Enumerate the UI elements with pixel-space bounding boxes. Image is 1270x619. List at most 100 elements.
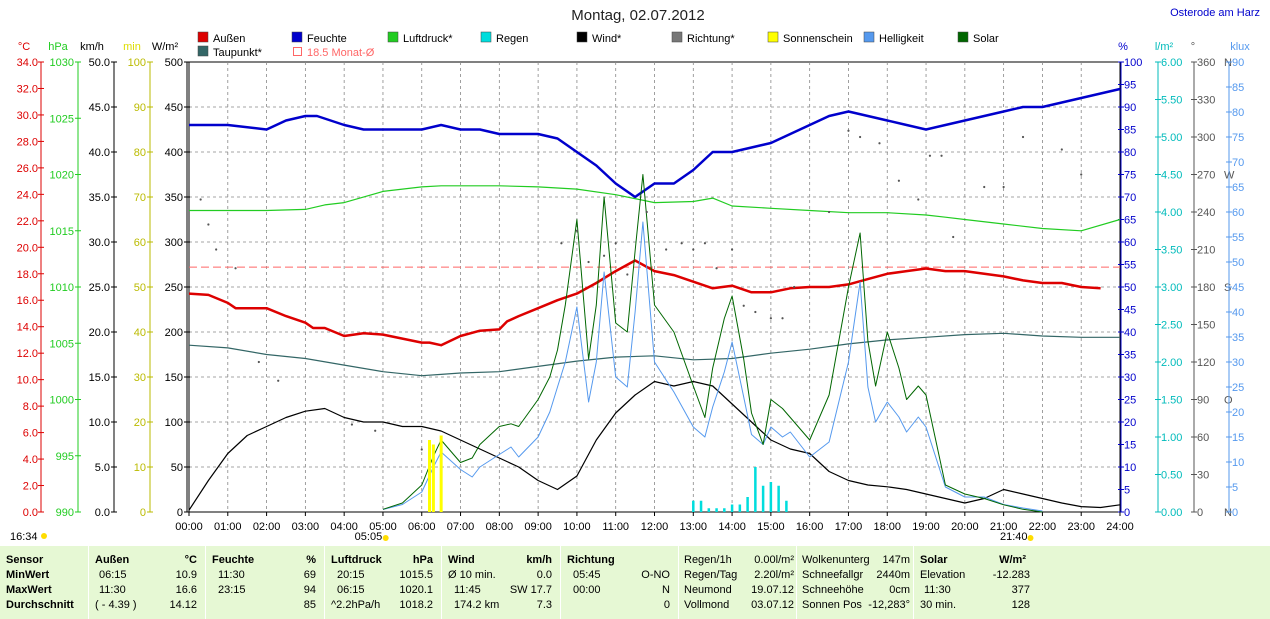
dot-richtung-39 bbox=[1060, 148, 1063, 151]
feuchte-max-time: 23:15 bbox=[218, 584, 246, 596]
stats-col-wolken: Wolkenunterg 147m Schneefallgr 2440m Schne… bbox=[797, 546, 913, 619]
stats-unit-luftdruck: hPa bbox=[412, 554, 433, 566]
stats-header-luftdruck: Luftdruck bbox=[331, 554, 382, 566]
humidity-tick-label-8: 40 bbox=[1124, 327, 1136, 339]
stats-unit-aussen: °C bbox=[184, 554, 197, 566]
aussen-min-val: 10.9 bbox=[175, 569, 197, 581]
aussen-max-time: 11:30 bbox=[99, 584, 126, 596]
stats-table: Sensor MinWert MaxWert Durchschnitt Auße… bbox=[0, 546, 1270, 619]
solar-tick-label-4: 200 bbox=[165, 327, 183, 339]
solar-tick-label-1: 50 bbox=[171, 462, 183, 474]
legend-label-6: Sonnenschein bbox=[783, 33, 853, 45]
unit-label-rain: l/m² bbox=[1155, 41, 1174, 53]
humidity-tick-label-6: 30 bbox=[1124, 372, 1136, 384]
lux-tick-label-2: 10 bbox=[1232, 457, 1244, 469]
legend-label-7: Helligkeit bbox=[879, 33, 924, 45]
legend-swatch-2 bbox=[387, 31, 399, 43]
temp-tick-label-4: 8.0 bbox=[23, 401, 38, 413]
direction-compass-label-6: S bbox=[1224, 282, 1231, 294]
x-tick-label-10: 10:00 bbox=[563, 521, 591, 533]
x-tick-label-8: 08:00 bbox=[486, 521, 514, 533]
wind-tick-label-10: 50.0 bbox=[89, 57, 110, 69]
humidity-tick-label-20: 100 bbox=[1124, 57, 1142, 69]
humidity-tick-label-16: 80 bbox=[1124, 147, 1136, 159]
unit-label-pressure: hPa bbox=[48, 41, 68, 53]
x-tick-label-17: 17:00 bbox=[835, 521, 863, 533]
x-tick-label-18: 18:00 bbox=[873, 521, 901, 533]
stats-header-feuchte: Feuchte bbox=[212, 554, 255, 566]
schneehoehe-label: Schneehöhe bbox=[802, 584, 864, 596]
humidity-tick-label-10: 50 bbox=[1124, 282, 1136, 294]
wind-max-val: SW 17.7 bbox=[509, 584, 552, 596]
dot-richtung-12 bbox=[602, 254, 606, 257]
wind-avg10-label: Ø 10 min. bbox=[448, 569, 496, 581]
pressure-tick-label-0: 990 bbox=[56, 507, 74, 519]
unit-label-direction: ° bbox=[1191, 41, 1195, 53]
sunmin-tick-label-9: 90 bbox=[134, 102, 146, 114]
series-line-1 bbox=[189, 87, 1121, 199]
row-label-min: MinWert bbox=[6, 569, 50, 581]
legend-swatch-6 bbox=[767, 31, 779, 43]
wind-tick-label-2: 10.0 bbox=[89, 417, 110, 429]
stats-header-wind: Wind bbox=[448, 554, 475, 566]
sunmin-tick-label-6: 60 bbox=[134, 237, 146, 249]
lux-tick-label-9: 45 bbox=[1232, 282, 1244, 294]
sunrise-icon bbox=[382, 535, 389, 541]
unit-label-lux: klux bbox=[1230, 41, 1250, 53]
humidity-tick-label-9: 45 bbox=[1124, 305, 1136, 317]
x-tick-label-20: 20:00 bbox=[951, 521, 979, 533]
bar-regen-3 bbox=[715, 508, 718, 512]
direction-tick-label-2: 60 bbox=[1197, 432, 1209, 444]
legend-label-5: Richtung* bbox=[687, 33, 735, 45]
legend-swatch-0 bbox=[197, 31, 209, 43]
stats-col-regen: Regen/1h 0.00l/m² Regen/Tag 2.20l/m² Neumo… bbox=[679, 546, 796, 619]
humidity-tick-label-19: 95 bbox=[1124, 80, 1136, 92]
stats-col-aussen: Außen °C 06:15 10.9 11:30 16.6 ( - 4.39 ) 14… bbox=[89, 546, 205, 619]
rain-tick-label-11: 5.50 bbox=[1161, 95, 1182, 107]
dot-richtung-40 bbox=[1080, 173, 1083, 176]
legend-swatch-7 bbox=[863, 31, 875, 43]
lux-tick-label-1: 5 bbox=[1232, 482, 1238, 494]
bar-sonnenschein-2 bbox=[439, 435, 443, 512]
x-tick-label-12: 12:00 bbox=[641, 521, 669, 533]
chart-title: Montag, 02.07.2012 bbox=[571, 7, 704, 24]
dot-richtung-21 bbox=[730, 248, 734, 251]
dot-richtung-5 bbox=[277, 379, 280, 382]
sunmin-tick-label-1: 10 bbox=[134, 462, 146, 474]
direction-tick-label-5: 150 bbox=[1197, 320, 1215, 332]
sunmin-tick-label-8: 80 bbox=[134, 147, 146, 159]
legend-label-1: Feuchte bbox=[307, 33, 347, 45]
lux-tick-label-18: 90 bbox=[1232, 57, 1244, 69]
humidity-tick-label-7: 35 bbox=[1124, 350, 1136, 362]
temp-tick-label-8: 16.0 bbox=[17, 295, 38, 307]
bar-regen-4 bbox=[723, 508, 726, 512]
pressure-tick-label-7: 1025 bbox=[50, 113, 74, 125]
direction-tick-label-8: 240 bbox=[1197, 207, 1215, 219]
luftdruck-trend: ^2.2hPa/h bbox=[331, 599, 381, 611]
vollmond-label: Vollmond bbox=[684, 599, 730, 611]
dot-richtung-16 bbox=[665, 248, 668, 251]
humidity-tick-label-14: 70 bbox=[1124, 192, 1136, 204]
bar-regen-8 bbox=[754, 467, 757, 512]
temp-tick-label-7: 14.0 bbox=[17, 322, 38, 334]
neumond-val: 19.07.12 bbox=[751, 584, 794, 596]
regen-tag-val: 2.20l/m² bbox=[754, 569, 794, 581]
x-tick-label-1: 01:00 bbox=[214, 521, 242, 533]
series-line-0 bbox=[188, 259, 1101, 347]
solar-tick-label-2: 100 bbox=[165, 417, 183, 429]
richtung-avg-val: 0 bbox=[663, 599, 670, 611]
dot-richtung-34 bbox=[940, 154, 943, 157]
x-tick-label-2: 02:00 bbox=[253, 521, 281, 533]
dot-richtung-2 bbox=[215, 248, 218, 251]
row-label-max: MaxWert bbox=[6, 584, 52, 596]
lux-tick-label-14: 70 bbox=[1232, 157, 1244, 169]
sunrise-label: 05:05 bbox=[355, 531, 383, 543]
temp-tick-label-0: 0.0 bbox=[23, 507, 38, 519]
legend-swatch-1 bbox=[291, 31, 303, 43]
dot-richtung-38 bbox=[1021, 135, 1025, 139]
solar-tick-label-7: 350 bbox=[165, 192, 183, 204]
solar-elevation-val: -12.283 bbox=[992, 569, 1030, 581]
direction-tick-label-6: 180 bbox=[1197, 282, 1215, 294]
aussen-avg-note: ( - 4.39 ) bbox=[95, 599, 137, 611]
dot-richtung-32 bbox=[917, 198, 920, 201]
